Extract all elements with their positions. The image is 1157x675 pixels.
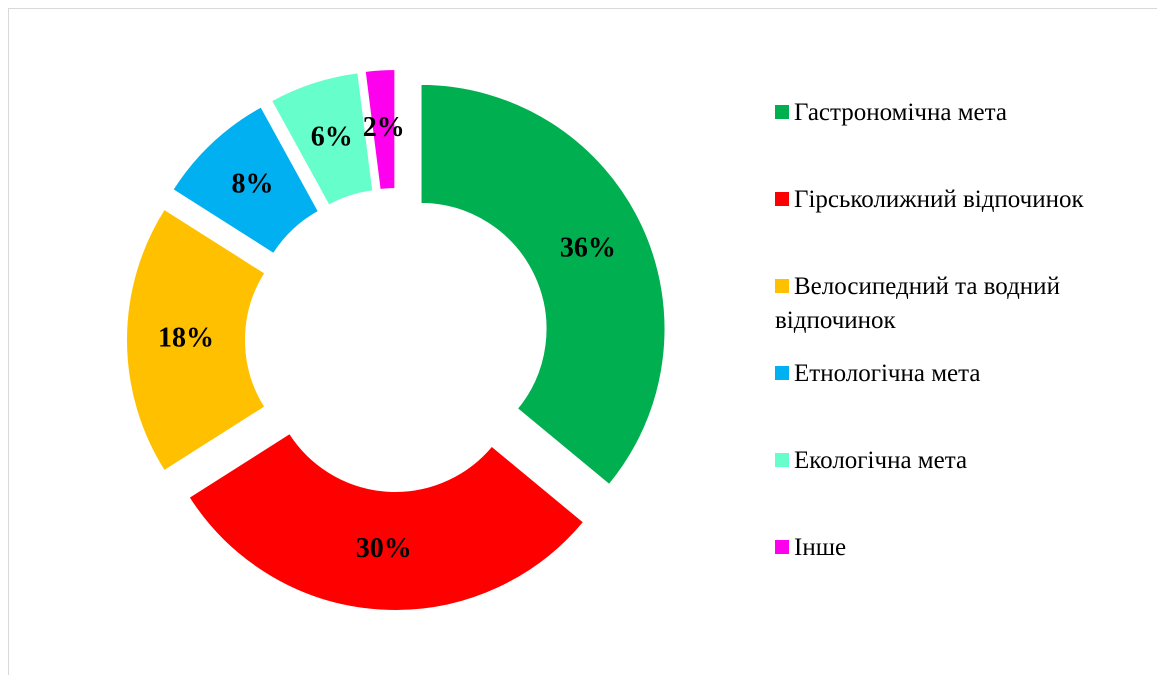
legend-swatch <box>775 192 789 206</box>
legend-label: Етнологічна мета <box>794 360 981 387</box>
legend-item: Велосипедний та водний відпочинок <box>775 270 1137 357</box>
data-label: 8% <box>232 169 274 200</box>
legend-item: Етнологічна мета <box>775 357 1137 444</box>
legend-item: Екологічна мета <box>775 444 1137 531</box>
legend-label: Гірськолижний відпочинок <box>794 186 1084 213</box>
donut-slice <box>419 82 667 487</box>
data-label: 30% <box>356 533 412 564</box>
legend-swatch <box>775 105 789 119</box>
legend-item: Інше <box>775 531 1137 618</box>
legend-label: Велосипедний та водний відпочинок <box>775 273 1060 334</box>
legend-label: Гастрономічна мета <box>794 99 1007 126</box>
legend-swatch <box>775 366 789 380</box>
legend-label: Екологічна мета <box>794 447 968 474</box>
data-label: 6% <box>311 122 353 153</box>
chart: 36% 30% 18% 8% 6% 2% <box>125 68 667 612</box>
data-label: 18% <box>158 322 214 353</box>
legend-item: Гірськолижний відпочинок <box>775 183 1137 270</box>
donut-slice <box>125 207 267 473</box>
legend-swatch <box>775 279 789 293</box>
donut-slice <box>269 71 375 208</box>
chart-frame <box>8 8 1157 675</box>
legend-swatch <box>775 453 789 467</box>
donut-slice <box>170 104 321 256</box>
data-label: 2% <box>363 112 405 143</box>
legend: Гастрономічна мета Гірськолижний відпочин… <box>775 96 1137 618</box>
donut-slice <box>363 68 397 192</box>
legend-item: Гастрономічна мета <box>775 96 1137 183</box>
legend-label: Інше <box>794 534 847 561</box>
data-label: 36% <box>560 233 616 264</box>
legend-swatch <box>775 540 789 554</box>
donut-slice <box>187 431 586 612</box>
